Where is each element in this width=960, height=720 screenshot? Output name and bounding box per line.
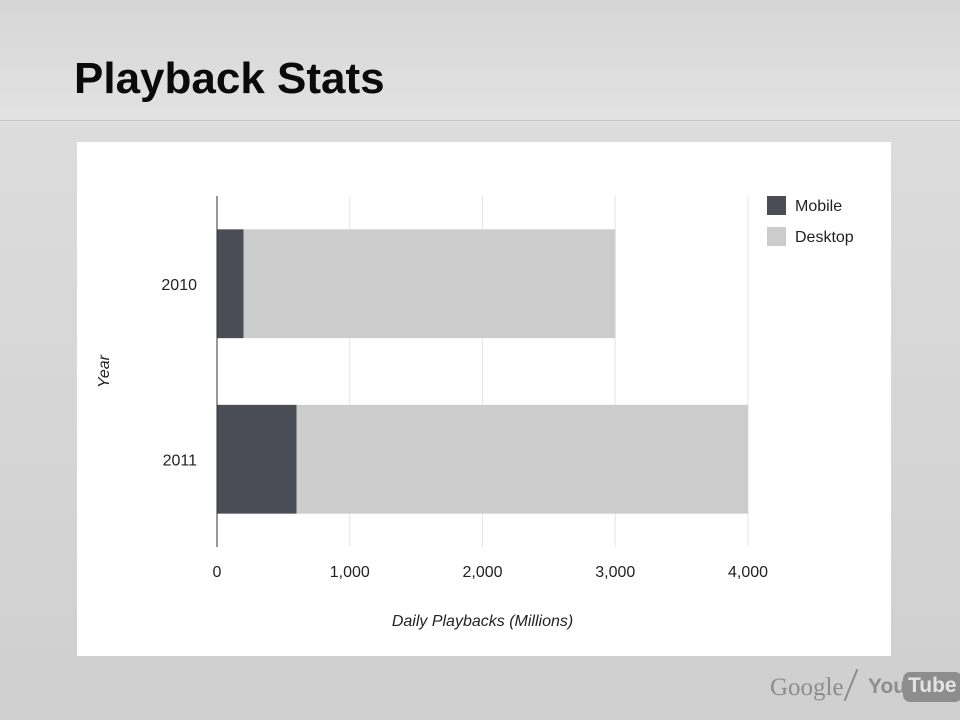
x-tick-label-4,000: 4,000 [728, 564, 768, 581]
header-band [0, 0, 960, 121]
y-tick-label-2011: 2011 [163, 452, 198, 469]
x-tick-label-2,000: 2,000 [462, 564, 502, 581]
legend-swatch-mobile [767, 196, 786, 215]
bars [217, 229, 748, 514]
slide-title: Playback Stats [74, 54, 385, 103]
bar-mobile-2011 [217, 404, 297, 514]
x-tick-label-0: 0 [213, 564, 222, 581]
x-tick-label-1,000: 1,000 [330, 564, 370, 581]
chart-panel: 0 1,000 2,000 3,000 4,000 2010 2011 Daily Pla… [77, 142, 891, 656]
google-youtube-logo: Google You Tube [770, 666, 960, 706]
youtube-wordmark-you: You [868, 675, 907, 698]
bar-desktop-2010 [243, 229, 616, 339]
y-axis-title: Year [96, 354, 113, 388]
youtube-wordmark-tube: Tube [903, 672, 960, 702]
bar-chart: 0 1,000 2,000 3,000 4,000 2010 2011 Daily Pla… [96, 196, 854, 630]
legend-label-mobile: Mobile [795, 198, 842, 215]
logo-divider [843, 668, 859, 702]
y-tick-labels: 2010 2011 [161, 277, 197, 470]
legend-swatch-desktop [767, 227, 786, 246]
bar-desktop-2011 [296, 404, 748, 514]
x-tick-labels: 0 1,000 2,000 3,000 4,000 [213, 564, 769, 581]
legend: Mobile Desktop [767, 196, 854, 246]
bar-mobile-2010 [217, 229, 244, 339]
legend-label-desktop: Desktop [795, 229, 854, 246]
google-wordmark: Google [770, 674, 844, 701]
x-tick-label-3,000: 3,000 [595, 564, 635, 581]
y-tick-label-2010: 2010 [161, 277, 197, 294]
x-axis-title: Daily Playbacks (Millions) [392, 613, 573, 630]
